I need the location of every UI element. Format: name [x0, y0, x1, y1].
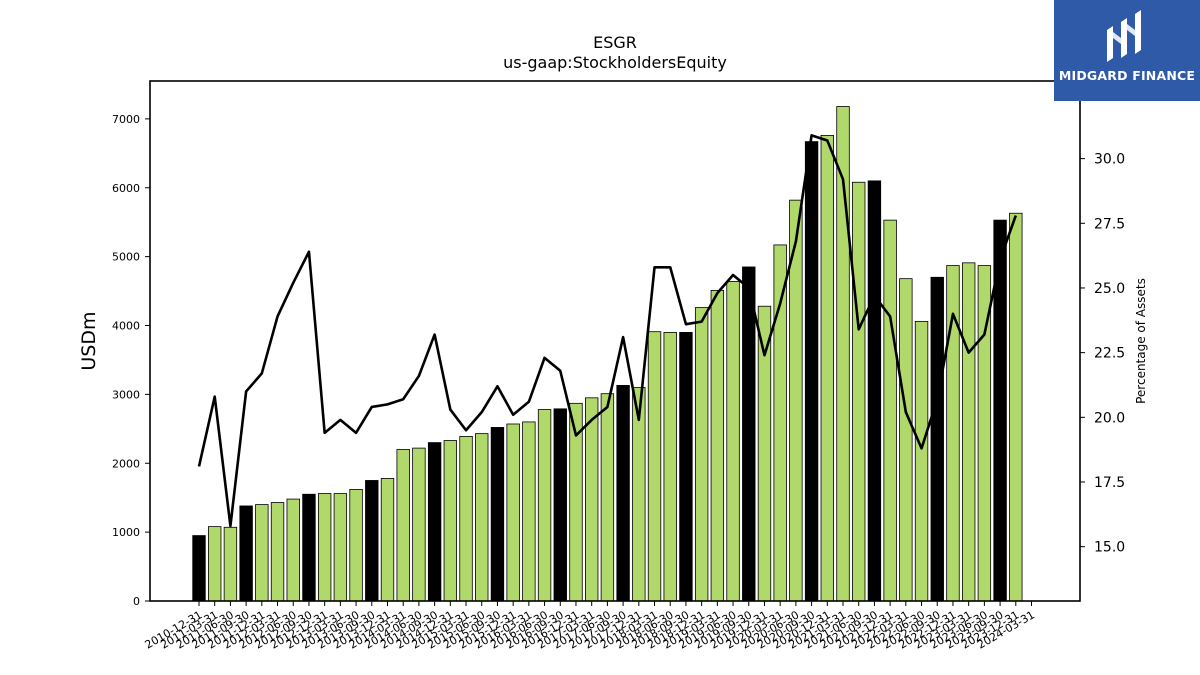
y-tick-label: 4000	[112, 320, 140, 333]
y-tick-label: 5000	[112, 251, 140, 264]
bar	[616, 385, 630, 602]
bar	[427, 442, 442, 602]
y-axis-label: USDm	[78, 311, 100, 370]
bar	[961, 262, 976, 602]
bar	[270, 502, 285, 602]
bar	[380, 477, 395, 602]
bar	[239, 505, 253, 602]
brand-name: MIDGARD FINANCE	[1058, 68, 1196, 83]
bar	[726, 281, 740, 602]
y2-tick-label: 17.5	[1094, 475, 1125, 491]
bar	[585, 397, 599, 602]
bar	[600, 393, 615, 602]
bar	[223, 526, 238, 602]
bar	[930, 276, 944, 602]
y-tick-label: 1000	[112, 526, 140, 539]
brand-logo: MIDGARD FINANCE	[1054, 0, 1200, 101]
bar	[412, 447, 426, 602]
plot-frame	[149, 80, 1081, 602]
y-tick-label: 0	[133, 595, 140, 608]
y2-tick-label: 25.0	[1094, 281, 1125, 297]
bar	[804, 141, 819, 602]
bar	[883, 219, 897, 602]
bar	[333, 493, 348, 602]
bar	[537, 409, 552, 602]
y-tick-label: 6000	[112, 182, 140, 195]
x-axis: 2010-12-312011-03-312011-06-302011-09-30…	[143, 601, 1037, 652]
bar	[286, 498, 300, 602]
bar	[647, 331, 662, 602]
bar	[475, 433, 489, 602]
bar	[255, 504, 269, 602]
bar	[192, 535, 206, 602]
bar	[694, 307, 709, 602]
line-series	[197, 134, 1018, 528]
bar	[302, 493, 316, 602]
bar	[679, 331, 693, 602]
bar	[820, 135, 834, 602]
y2-tick-label: 20.0	[1094, 410, 1125, 426]
bar	[710, 289, 725, 602]
bar	[867, 180, 882, 602]
y-tick-label: 7000	[112, 113, 140, 126]
bar	[553, 408, 567, 602]
y-tick-label: 3000	[112, 388, 140, 401]
bar	[1009, 212, 1023, 602]
chart-subtitle: us-gaap:StockholdersEquity	[503, 53, 727, 72]
percentage-line	[197, 134, 1018, 528]
bar	[914, 320, 929, 602]
midgard-logo-icon	[1107, 10, 1141, 62]
y2-tick-label: 22.5	[1094, 346, 1125, 362]
bar	[365, 480, 379, 602]
bar	[506, 423, 520, 602]
bar	[317, 493, 332, 602]
y2-tick-label: 15.0	[1094, 540, 1125, 556]
bar	[899, 278, 913, 602]
bar	[396, 449, 410, 602]
bar	[208, 526, 222, 602]
y-tick-label: 2000	[112, 457, 140, 470]
bar	[663, 331, 677, 602]
bar	[443, 440, 458, 602]
left-axis: 0 1000 2000 3000 4000 5000 6000 7000	[112, 113, 150, 608]
y2-axis-label: Percentage of Assets	[1134, 278, 1148, 404]
bar	[742, 266, 756, 602]
y2-tick-label: 27.5	[1094, 216, 1125, 232]
bar	[490, 427, 505, 602]
y2-tick-label: 30.0	[1094, 152, 1125, 168]
bar	[852, 181, 866, 602]
bar	[459, 435, 473, 602]
bar	[522, 421, 536, 602]
bar	[349, 489, 363, 602]
right-axis: 15.0 17.5 20.0 22.5 25.0 27.5 30.0	[1080, 152, 1125, 556]
chart-title: ESGR	[593, 33, 637, 52]
